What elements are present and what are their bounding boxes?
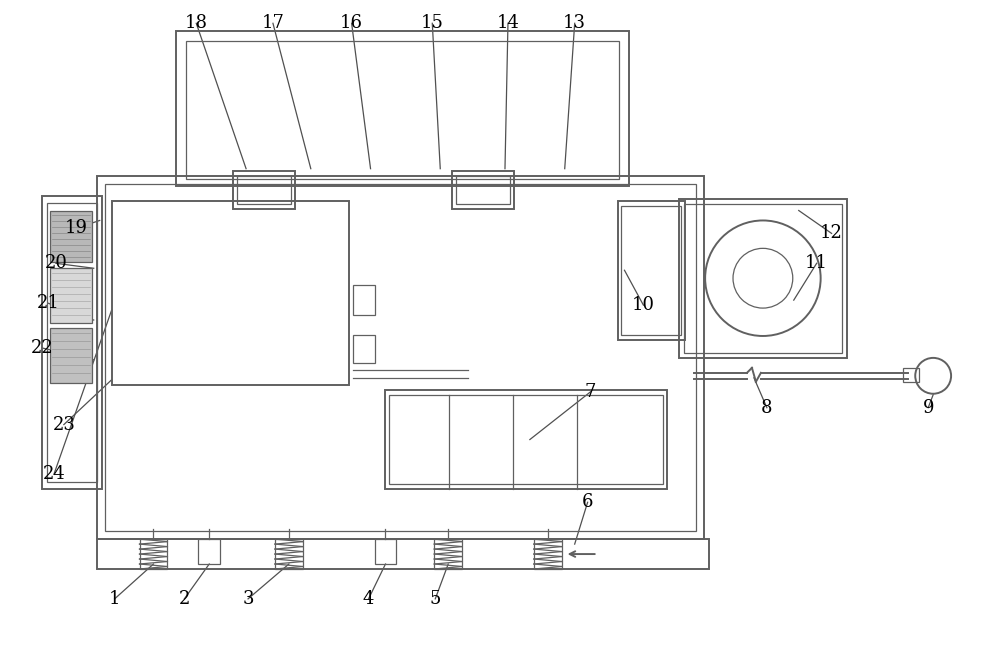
Text: 22: 22: [31, 339, 53, 357]
Text: 15: 15: [421, 15, 444, 32]
Bar: [452, 171, 514, 208]
Bar: [186, 41, 619, 178]
Bar: [112, 200, 349, 385]
Bar: [375, 539, 396, 564]
Bar: [684, 204, 842, 353]
Bar: [275, 539, 303, 569]
Text: 19: 19: [64, 219, 87, 237]
Text: 14: 14: [497, 15, 519, 32]
Bar: [679, 198, 847, 358]
Bar: [97, 176, 704, 539]
Text: 12: 12: [820, 225, 843, 243]
Bar: [97, 539, 709, 569]
Text: 2: 2: [179, 590, 190, 608]
Text: 10: 10: [632, 296, 655, 314]
Text: 7: 7: [585, 383, 596, 401]
Bar: [237, 176, 291, 204]
Bar: [903, 368, 919, 382]
Text: 5: 5: [430, 590, 441, 608]
Text: 18: 18: [185, 15, 208, 32]
Bar: [456, 176, 510, 204]
Text: 16: 16: [340, 15, 363, 32]
Bar: [140, 539, 167, 569]
Bar: [47, 202, 97, 483]
Text: 3: 3: [242, 590, 254, 608]
Bar: [50, 210, 92, 262]
Bar: [385, 390, 667, 489]
Bar: [534, 539, 562, 569]
Text: 17: 17: [262, 15, 284, 32]
Text: 13: 13: [563, 15, 586, 32]
Text: 6: 6: [582, 493, 593, 511]
Bar: [434, 539, 462, 569]
Bar: [50, 268, 92, 323]
Text: 8: 8: [761, 399, 773, 416]
Bar: [42, 196, 102, 489]
Bar: [353, 335, 375, 363]
Bar: [618, 200, 685, 340]
Bar: [198, 539, 220, 564]
Text: 11: 11: [805, 254, 828, 272]
Bar: [50, 328, 92, 383]
Text: 1: 1: [109, 590, 120, 608]
Bar: [389, 395, 663, 485]
Bar: [233, 171, 295, 208]
Text: 21: 21: [36, 294, 59, 312]
Text: 24: 24: [43, 465, 65, 483]
Bar: [105, 184, 696, 531]
Text: 9: 9: [922, 399, 934, 416]
Text: 23: 23: [52, 416, 75, 434]
Bar: [353, 285, 375, 315]
Text: 20: 20: [44, 254, 67, 272]
Bar: [621, 206, 681, 335]
Bar: [176, 31, 629, 186]
Text: 4: 4: [363, 590, 374, 608]
